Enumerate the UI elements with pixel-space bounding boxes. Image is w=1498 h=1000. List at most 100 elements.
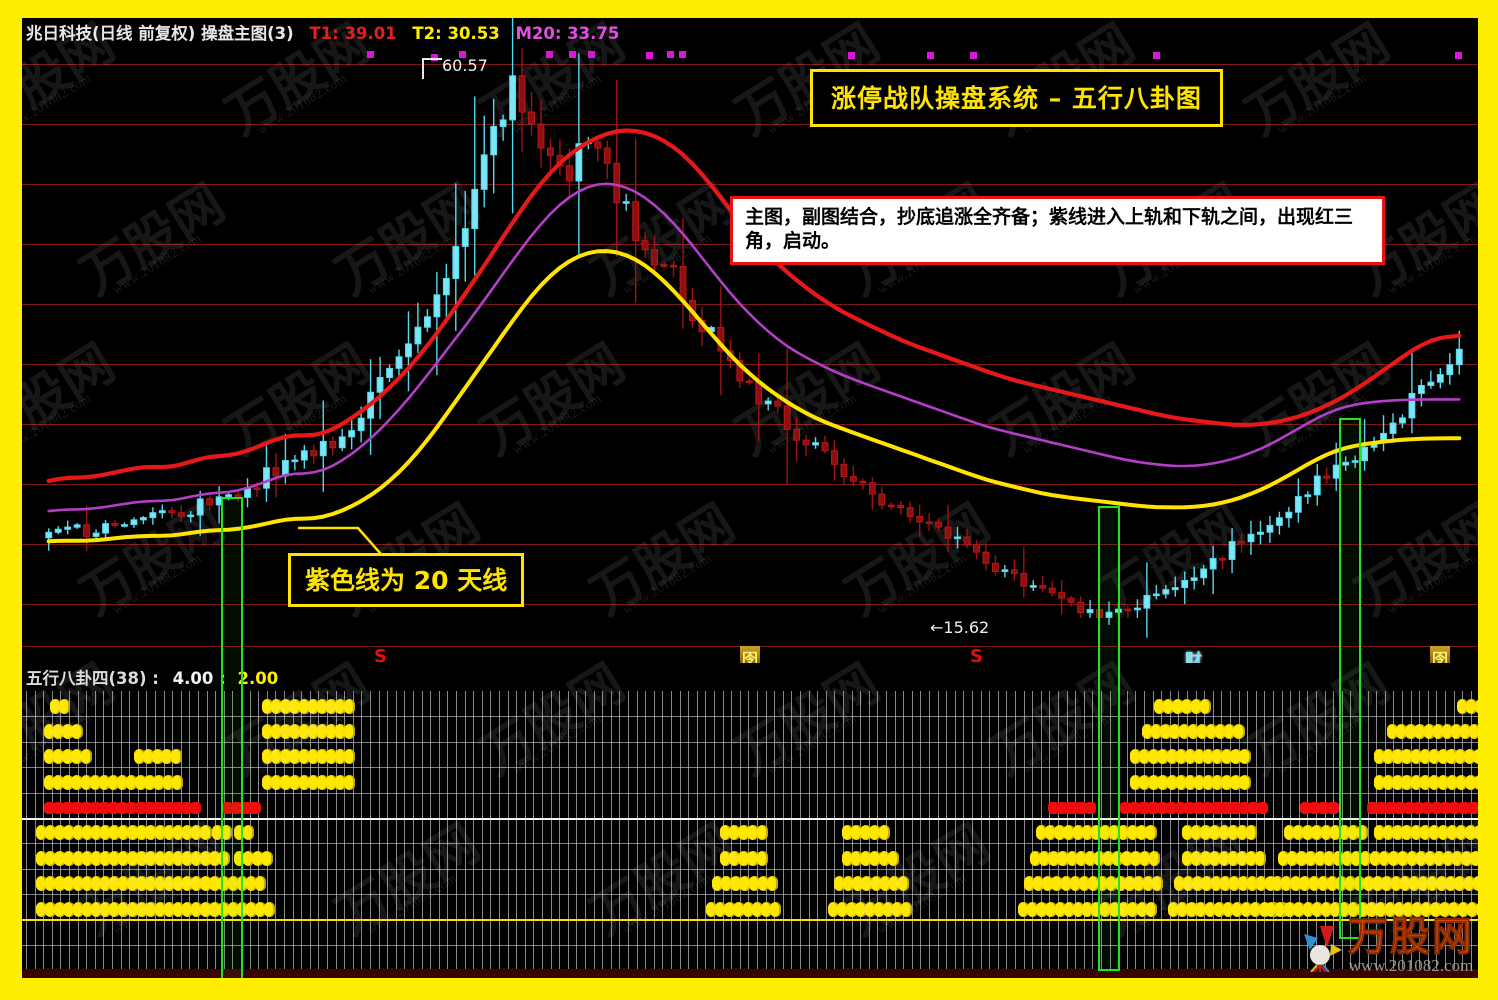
bagua-bead-yellow [1320,901,1333,917]
bagua-gridline [954,691,956,970]
bagua-bead-yellow [243,850,255,866]
bagua-bead-yellow [1200,825,1212,841]
bagua-gridline [825,691,827,970]
bagua-bead-yellow [1281,876,1293,892]
bagua-bead-yellow [1296,850,1308,866]
bagua-bead-yellow [1443,850,1455,866]
bagua-bead-yellow [1465,825,1477,841]
bagua-bead-yellow [271,774,283,790]
bagua-gridline [1015,691,1016,970]
bagua-bead-yellow [1475,698,1478,714]
bagua-bead-yellow [1112,850,1124,866]
bagua-bead-yellow [1370,850,1382,866]
bagua-bead-yellow [1366,901,1378,917]
bagua-gridline [542,691,543,970]
bagua-bead-yellow [1168,901,1180,917]
bagua-bead-red [1156,801,1168,814]
bagua-bead-yellow [1136,825,1148,841]
bagua-bead-yellow [1405,724,1417,739]
bagua-bead-yellow [172,876,185,892]
bagua-bead-yellow [1436,876,1448,892]
bagua-bead-yellow [738,850,750,866]
bagua-gridline [395,691,397,970]
bagua-bead-yellow [1115,876,1127,892]
bagua-bead-yellow [1195,901,1207,917]
bagua-bead-yellow [1397,850,1409,866]
bagua-sub-pane[interactable]: 五行八卦四(38) : 4.00 : 2.00 [22,663,1478,978]
indicator-t2: T2: 30.53 [412,24,500,43]
bagua-bead-yellow [1221,774,1233,790]
bagua-bead-yellow [1302,901,1314,917]
bagua-bead-yellow [325,698,338,714]
bagua-gridline [1032,691,1034,970]
bagua-bead-yellow [1160,724,1172,739]
bagua-bead-yellow [163,876,176,892]
bagua-gridline [516,691,518,970]
bagua-bead-yellow [163,825,176,841]
bagua-bead-red [1220,801,1232,814]
bagua-bead-yellow [171,774,184,790]
bagua-bead-yellow [1275,901,1287,917]
bagua-bead-yellow [118,876,130,892]
bagua-bead-yellow [1039,850,1051,866]
bagua-bead-yellow [1419,774,1431,790]
bagua-gridline [387,691,389,970]
bagua-bead-red [1300,801,1312,814]
bagua-bead-yellow [280,698,292,714]
bagua-bead-yellow [80,774,92,790]
bagua-bead-yellow [747,825,759,841]
bagua-gridline [473,691,475,970]
bagua-bead-yellow [118,825,130,841]
sub-sep-1: : [152,669,159,688]
bagua-bead-yellow [1166,749,1178,765]
sub-chart-header: 五行八卦四(38) : 4.00 : 2.00 [26,665,278,689]
bagua-gridline-h [22,741,1478,743]
bagua-bead-red [1129,801,1141,814]
bagua-bead-yellow [1109,901,1121,917]
bagua-bead-yellow [1441,724,1454,739]
bagua-bead-red [180,801,193,814]
bagua-bead-yellow [721,876,733,892]
bagua-gridline [1367,691,1369,970]
sell-signal-marker: S [970,646,983,663]
bagua-bead-yellow [181,876,194,892]
bagua-bead-yellow [99,901,112,917]
bagua-bead-yellow [1335,876,1348,892]
bagua-bead-yellow [1455,749,1467,765]
bagua-bead-yellow [864,901,876,917]
bagua-bead-yellow [873,901,885,917]
bagua-bead-yellow [181,850,194,866]
bagua-bead-red [1048,801,1060,814]
bagua-bead-yellow [1215,724,1227,739]
bagua-gridline [490,691,492,970]
bagua-bead-yellow [1383,825,1395,841]
bagua-bead-yellow [45,876,57,892]
bagua-bead-yellow [1237,876,1250,892]
bagua-gridline [1273,691,1274,970]
bagua-bead-yellow [1200,850,1212,866]
bagua-gridline [619,691,621,970]
bagua-bead-yellow [742,901,754,917]
bagua-bead-yellow [1259,901,1271,917]
bagua-bead-yellow [1466,901,1478,917]
bagua-bead-yellow [1357,901,1369,917]
main-price-pane[interactable]: 兆日科技(日线 前复权) 操盘主图(3) T1: 39.01 T2: 30.53… [22,18,1478,663]
bagua-bead-yellow [1278,850,1290,866]
bagua-bead-yellow [1437,825,1450,841]
bagua-bead-yellow [344,724,356,739]
bagua-bead-yellow [1145,901,1158,917]
bagua-bead-yellow [1326,876,1339,892]
bagua-bead-yellow [1284,901,1296,917]
bagua-gridline [413,691,414,970]
bagua-bead-yellow [1473,749,1478,765]
bagua-bead-yellow [1290,876,1302,892]
bagua-gridline [688,691,690,970]
bagua-bead-yellow [1421,901,1433,917]
bagua-bead-yellow [264,901,276,917]
bagua-bead-yellow [851,825,863,841]
bagua-gridline [352,691,354,970]
bagua-gridline [1169,691,1171,970]
bagua-bead-yellow [1048,850,1060,866]
bagua-bead-red [135,801,147,814]
bagua-gridline [576,691,578,970]
